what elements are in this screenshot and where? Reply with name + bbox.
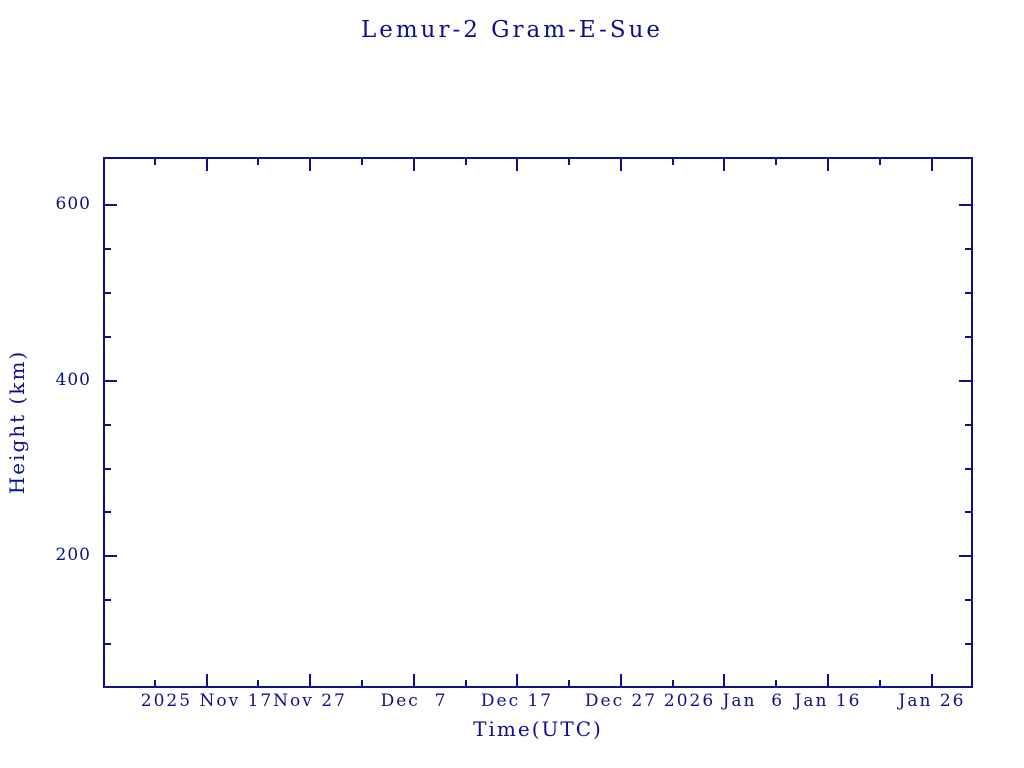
x-minor-tick-top — [775, 159, 777, 165]
x-major-tick-top — [309, 159, 311, 171]
x-major-tick — [723, 674, 725, 686]
y-major-tick — [105, 380, 117, 382]
x-tick-label: Dec 27 — [584, 691, 658, 711]
x-tick-label: Nov 27 — [273, 691, 347, 711]
x-minor-tick — [775, 680, 777, 686]
y-minor-tick-right — [965, 643, 971, 645]
y-minor-tick — [105, 511, 111, 513]
y-major-tick-right — [959, 380, 971, 382]
y-minor-tick — [105, 248, 111, 250]
x-minor-tick-top — [568, 159, 570, 165]
y-minor-tick — [105, 599, 111, 601]
x-minor-tick — [879, 680, 881, 686]
y-minor-tick — [105, 424, 111, 426]
y-minor-tick-right — [965, 292, 971, 294]
x-tick-label: 2025 Nov 17 — [140, 691, 274, 711]
x-major-tick — [206, 674, 208, 686]
x-axis-title: Time(UTC) — [473, 717, 603, 741]
x-major-tick — [827, 674, 829, 686]
plot-area — [103, 157, 973, 688]
y-minor-tick-right — [965, 424, 971, 426]
y-minor-tick — [105, 292, 111, 294]
y-tick-label: 400 — [55, 370, 91, 390]
x-minor-tick — [154, 680, 156, 686]
x-major-tick — [516, 674, 518, 686]
x-minor-tick — [672, 680, 674, 686]
x-tick-label: Dec 7 — [380, 691, 448, 711]
x-tick-label: Dec 17 — [480, 691, 554, 711]
y-major-tick — [105, 555, 117, 557]
chart-title: Lemur-2 Gram-E-Sue — [360, 17, 664, 43]
x-major-tick-top — [827, 159, 829, 171]
x-major-tick-top — [413, 159, 415, 171]
x-minor-tick — [361, 680, 363, 686]
y-minor-tick — [105, 336, 111, 338]
x-major-tick-top — [931, 159, 933, 171]
x-major-tick — [620, 674, 622, 686]
y-minor-tick — [105, 643, 111, 645]
x-minor-tick — [568, 680, 570, 686]
y-major-tick-right — [959, 204, 971, 206]
x-major-tick-top — [620, 159, 622, 171]
x-major-tick-top — [723, 159, 725, 171]
x-major-tick — [931, 674, 933, 686]
x-major-tick-top — [516, 159, 518, 171]
x-minor-tick-top — [257, 159, 259, 165]
y-minor-tick-right — [965, 336, 971, 338]
x-minor-tick — [257, 680, 259, 686]
x-major-tick — [309, 674, 311, 686]
y-major-tick-right — [959, 555, 971, 557]
x-minor-tick-top — [361, 159, 363, 165]
y-tick-label: 600 — [55, 194, 91, 214]
x-major-tick-top — [206, 159, 208, 171]
x-tick-label: 2026 Jan 6 — [663, 691, 785, 711]
y-minor-tick — [105, 468, 111, 470]
y-major-tick — [105, 204, 117, 206]
y-minor-tick-right — [965, 599, 971, 601]
x-major-tick — [413, 674, 415, 686]
x-tick-label: Jan 16 — [794, 691, 862, 711]
y-minor-tick-right — [965, 248, 971, 250]
x-minor-tick-top — [879, 159, 881, 165]
x-minor-tick-top — [465, 159, 467, 165]
y-minor-tick-right — [965, 511, 971, 513]
x-minor-tick — [465, 680, 467, 686]
y-minor-tick-right — [965, 468, 971, 470]
x-minor-tick-top — [672, 159, 674, 165]
x-tick-label: Jan 26 — [898, 691, 966, 711]
x-minor-tick-top — [154, 159, 156, 165]
y-tick-label: 200 — [55, 545, 91, 565]
